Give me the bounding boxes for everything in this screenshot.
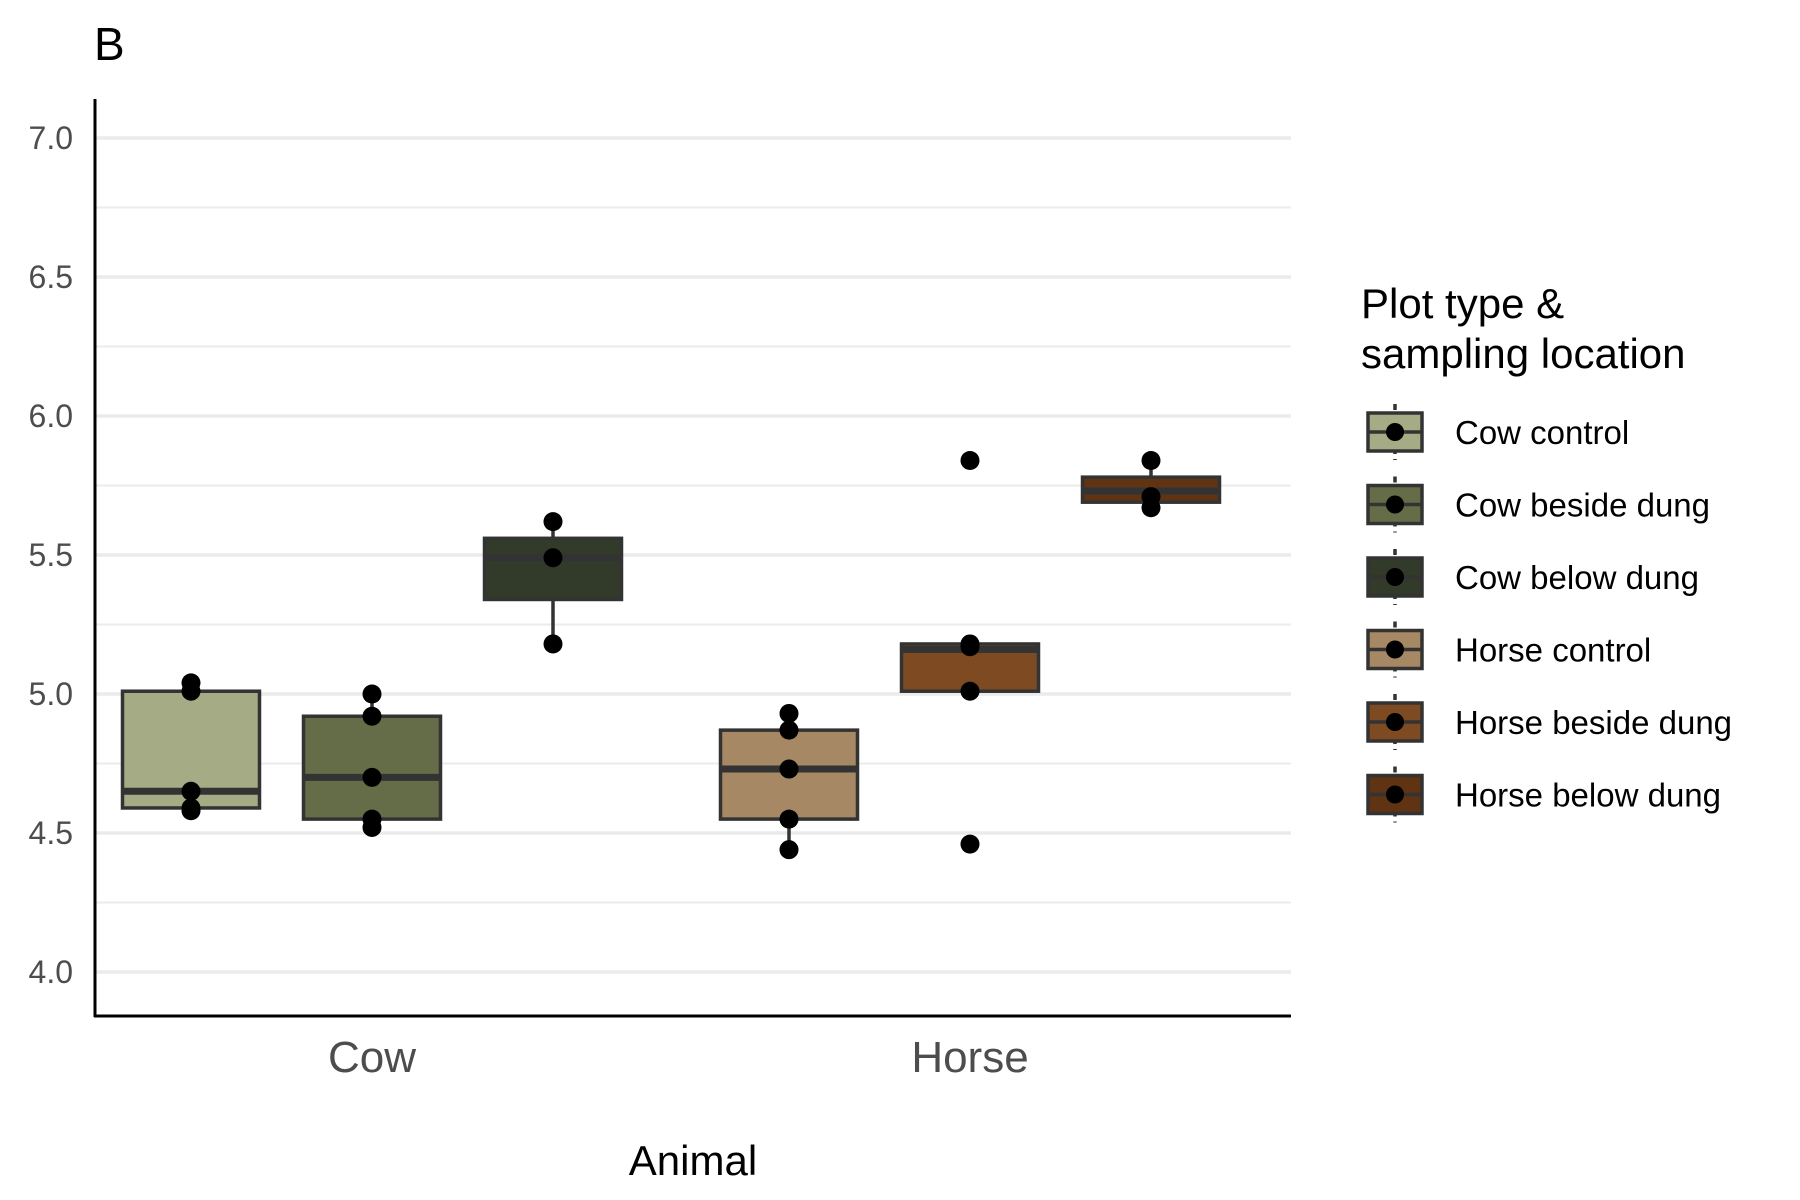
legend-label: Cow beside dung [1455,487,1710,524]
data-point [362,809,382,829]
gridlines [95,136,1291,974]
data-point [779,809,799,829]
y-tick-label: 5.5 [29,537,73,573]
data-point [779,759,799,779]
y-tick-label: 5.0 [29,676,73,712]
box-group [120,673,262,821]
data-point [779,720,799,740]
y-tick-label: 7.0 [29,120,73,156]
box-group [482,512,624,654]
box-group [301,684,443,837]
data-point [543,548,563,568]
data-point [779,703,799,723]
data-point [181,798,201,818]
y-axis-ticks: 4.0 4.5 5.0 5.5 6.0 6.5 7.0 [29,120,73,990]
legend-item: Cow below dung [1366,549,1699,605]
legend-label: Horse below dung [1455,777,1721,814]
legend-label: Cow below dung [1455,559,1699,596]
legend-label: Horse control [1455,632,1651,669]
data-point [960,634,980,654]
data-point [181,781,201,801]
legend-key-point [1386,785,1404,804]
legend-key-point [1386,568,1404,586]
y-tick-label: 4.0 [29,954,73,990]
box-group [899,450,1041,854]
legend-label: Horse beside dung [1455,704,1732,741]
legend-item: Cow control [1366,404,1629,460]
box-body [301,714,443,821]
legend-key-point [1386,713,1404,731]
legend-key-point [1386,495,1404,514]
x-axis-title: Animal [629,1137,757,1184]
data-point [543,634,563,654]
box-series [120,450,1222,860]
legend-key-point [1386,423,1404,441]
y-tick-label: 6.0 [29,398,73,434]
legend-item: Cow beside dung [1366,476,1710,533]
box-group [718,703,860,860]
legend-item: Horse below dung [1366,766,1721,823]
data-point [181,673,201,693]
legend-title-line-2: sampling location [1361,330,1686,377]
data-point [779,840,799,860]
box-body [482,536,624,602]
data-point [362,706,382,726]
x-axis-categories: Cow Horse [328,1033,1029,1082]
legend-label: Cow control [1455,414,1629,451]
y-tick-label: 6.5 [29,259,73,295]
legend-key-point [1386,640,1404,659]
data-point [1141,450,1161,470]
data-point [960,681,980,701]
data-point [960,450,980,470]
x-category-label: Horse [911,1033,1028,1082]
box-group [1080,450,1222,518]
legend-item: Horse beside dung [1366,694,1732,750]
data-point [362,684,382,704]
x-category-label: Cow [328,1033,416,1082]
data-point [362,767,382,787]
data-point [960,834,980,854]
y-tick-label: 4.5 [29,815,73,851]
legend: Plot type & sampling location Cow contro… [1361,280,1732,823]
panel-tag: B [94,18,125,70]
legend-item: Horse control [1366,621,1651,678]
data-point [543,512,563,532]
data-point [1141,487,1161,507]
legend-title: Plot type & [1361,280,1564,327]
